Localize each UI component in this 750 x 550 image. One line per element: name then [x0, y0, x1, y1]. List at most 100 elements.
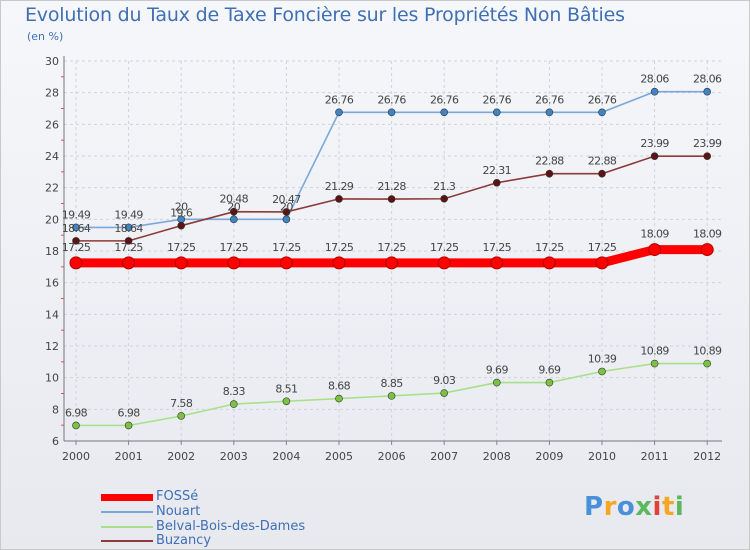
data-label-buzancy-2002: 19.6 — [170, 207, 193, 220]
y-tick-label-24: 24 — [45, 150, 59, 163]
data-label-nouart-2006: 26.76 — [377, 93, 406, 106]
data-label-buzancy-2011: 23.99 — [640, 137, 669, 150]
data-point-nouart-2005 — [335, 108, 343, 117]
x-tick-label-2011: 2011 — [641, 450, 669, 463]
y-tick-label-8: 8 — [52, 403, 59, 416]
data-point-buzancy-2006 — [387, 195, 396, 203]
logo-letter: x — [635, 492, 653, 522]
data-label-buzancy-2005: 21.29 — [325, 180, 354, 193]
x-tick-label-2002: 2002 — [167, 450, 195, 463]
legend-swatch-belval — [101, 526, 153, 528]
data-point-belval-bois-des-dames-2007 — [440, 389, 449, 397]
logo-letter: o — [616, 492, 636, 522]
data-point-nouart-2012 — [703, 87, 712, 96]
data-label-belval-bois-des-dames-2000: 6.98 — [65, 406, 88, 419]
x-tick-label-2007: 2007 — [430, 450, 458, 463]
data-label-nouart-2012: 28.06 — [693, 73, 722, 86]
data-point-buzancy-2003 — [230, 207, 238, 216]
y-tick-label-10: 10 — [45, 372, 59, 385]
data-point-buzancy-2007 — [440, 194, 449, 203]
data-label-buzancy-2007: 21.3 — [433, 180, 456, 193]
data-label-buzancy-2009: 22.88 — [535, 155, 564, 168]
data-point-belval-bois-des-dames-2005 — [335, 394, 343, 403]
data-label-foss--2008: 17.25 — [483, 241, 512, 254]
y-unit-label: (en %) — [27, 30, 64, 43]
data-point-nouart-2007 — [440, 108, 449, 117]
y-tick-label-12: 12 — [45, 340, 59, 353]
data-label-foss--2007: 17.25 — [430, 241, 459, 254]
data-label-foss--2006: 17.25 — [377, 241, 406, 254]
data-label-buzancy-2012: 23.99 — [693, 137, 722, 150]
data-point-buzancy-2004 — [282, 208, 291, 216]
data-point-foss--2005 — [332, 256, 346, 270]
data-point-belval-bois-des-dames-2011 — [650, 359, 659, 368]
data-label-belval-bois-des-dames-2003: 8.33 — [223, 385, 246, 398]
data-point-foss--2008 — [490, 256, 504, 270]
data-label-buzancy-2000: 18.64 — [62, 222, 91, 235]
legend-swatch-buzancy — [101, 540, 153, 542]
data-point-foss--2002 — [174, 256, 188, 270]
data-point-belval-bois-des-dames-2003 — [230, 400, 238, 408]
data-label-foss--2011: 18.09 — [640, 228, 669, 241]
y-tick-label-14: 14 — [45, 308, 59, 321]
data-point-foss--2006 — [385, 256, 399, 270]
data-label-foss--2000: 17.25 — [62, 241, 91, 254]
data-point-belval-bois-des-dames-2002 — [177, 412, 185, 420]
data-point-foss--2011 — [648, 243, 662, 257]
y-tick-label-26: 26 — [45, 118, 59, 131]
data-point-belval-bois-des-dames-2001 — [124, 421, 133, 430]
data-point-nouart-2008 — [492, 108, 501, 117]
data-label-nouart-2004: 20 — [280, 200, 293, 213]
data-label-belval-bois-des-dames-2009: 9.69 — [538, 364, 561, 377]
data-label-belval-bois-des-dames-2010: 10.39 — [588, 352, 617, 365]
data-point-buzancy-2000 — [72, 237, 80, 245]
y-tick-label-16: 16 — [45, 277, 59, 290]
data-point-nouart-2004 — [282, 215, 291, 224]
x-tick-label-2009: 2009 — [535, 450, 563, 463]
data-point-buzancy-2009 — [545, 169, 554, 178]
data-point-belval-bois-des-dames-2010 — [598, 367, 606, 376]
data-label-belval-bois-des-dames-2006: 8.85 — [381, 377, 404, 390]
y-tick-label-28: 28 — [45, 87, 59, 100]
logo-letter: r — [603, 492, 617, 522]
data-point-belval-bois-des-dames-2004 — [282, 397, 291, 406]
data-label-belval-bois-des-dames-2005: 8.68 — [328, 380, 351, 393]
legend-swatch-nouart — [101, 511, 153, 513]
data-point-foss--2009 — [542, 256, 556, 270]
data-label-buzancy-2008: 22.31 — [483, 164, 512, 177]
data-label-buzancy-2004: 20.47 — [272, 193, 301, 206]
y-tick-label-30: 30 — [45, 55, 59, 68]
data-point-nouart-2003 — [230, 215, 238, 224]
data-label-foss--2012: 18.09 — [693, 228, 722, 241]
y-tick-label-22: 22 — [45, 182, 59, 195]
legend-label-buzancy: Buzancy — [156, 533, 212, 548]
x-tick-label-2003: 2003 — [220, 450, 248, 463]
data-point-nouart-2011 — [650, 87, 659, 96]
data-label-buzancy-2010: 22.88 — [588, 155, 617, 168]
data-label-nouart-2000: 19.49 — [62, 208, 91, 221]
data-label-nouart-2011: 28.06 — [640, 73, 669, 86]
data-label-belval-bois-des-dames-2008: 9.69 — [486, 364, 509, 377]
legend-swatch-fosse — [101, 494, 153, 501]
data-point-buzancy-2012 — [703, 152, 712, 160]
y-tick-label-18: 18 — [45, 245, 59, 258]
x-tick-label-2001: 2001 — [115, 450, 143, 463]
data-label-nouart-2002: 20 — [175, 200, 188, 213]
data-point-nouart-2006 — [387, 108, 396, 117]
data-label-nouart-2010: 26.76 — [588, 93, 617, 106]
data-point-belval-bois-des-dames-2000 — [72, 421, 80, 430]
data-label-foss--2002: 17.25 — [167, 241, 196, 254]
data-label-foss--2009: 17.25 — [535, 241, 564, 254]
logo-letter: i — [652, 492, 662, 522]
data-label-foss--2010: 17.25 — [588, 241, 617, 254]
data-label-foss--2001: 17.25 — [114, 241, 143, 254]
data-point-belval-bois-des-dames-2006 — [387, 392, 396, 400]
logo-letter: t — [661, 492, 675, 522]
data-label-foss--2004: 17.25 — [272, 241, 301, 254]
legend-label-belval: Belval-Bois-des-Dames — [156, 519, 306, 534]
data-point-buzancy-2010 — [598, 169, 606, 178]
data-point-nouart-2001 — [124, 223, 133, 232]
data-point-buzancy-2008 — [492, 178, 501, 187]
data-label-nouart-2009: 26.76 — [535, 93, 564, 106]
